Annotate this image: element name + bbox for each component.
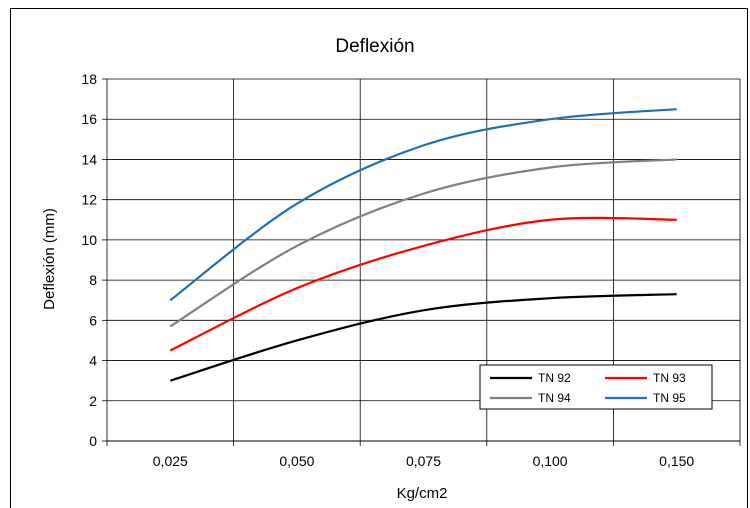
- legend-label: TN 95: [653, 391, 686, 405]
- chart-frame: [10, 8, 748, 508]
- y-tick-label: 2: [89, 393, 97, 409]
- y-axis-label: Deflexión (mm): [41, 208, 58, 310]
- legend-label: TN 94: [538, 391, 571, 405]
- x-tick-label: 0,050: [279, 453, 314, 469]
- grid: [102, 78, 741, 446]
- x-tick-label: 0,075: [406, 453, 441, 469]
- chart-title: Deflexión: [335, 36, 414, 57]
- y-tick-label: 18: [81, 71, 97, 87]
- x-tick-label: 0,025: [153, 453, 188, 469]
- series-line-tn-94: [169, 158, 677, 328]
- legend-label: TN 92: [538, 371, 571, 385]
- x-axis-label: Kg/cm2: [397, 485, 448, 502]
- series-line-tn-95: [169, 108, 677, 302]
- x-tick-label: 0,100: [533, 453, 568, 469]
- y-tick-label: 16: [81, 111, 97, 127]
- y-tick-label: 14: [81, 151, 97, 167]
- series-group: [169, 108, 677, 382]
- y-tick-label: 4: [89, 353, 97, 369]
- tick-labels: 0,025 0,050 0,075 0,100 0,150 0 2 4 6 8 10 12 14 16 18: [81, 71, 694, 469]
- y-tick-label: 12: [81, 192, 97, 208]
- y-tick-label: 8: [89, 272, 97, 288]
- y-tick-label: 6: [89, 312, 97, 328]
- legend-box: [479, 364, 713, 410]
- legend: TN 92 TN 93 TN 94 TN 95: [479, 364, 713, 410]
- series-line-tn-93: [169, 216, 677, 352]
- y-tick-label: 10: [81, 232, 97, 248]
- legend-label: TN 93: [653, 371, 686, 385]
- x-tick-label: 0,150: [659, 453, 694, 469]
- y-tick-label: 0: [89, 433, 97, 449]
